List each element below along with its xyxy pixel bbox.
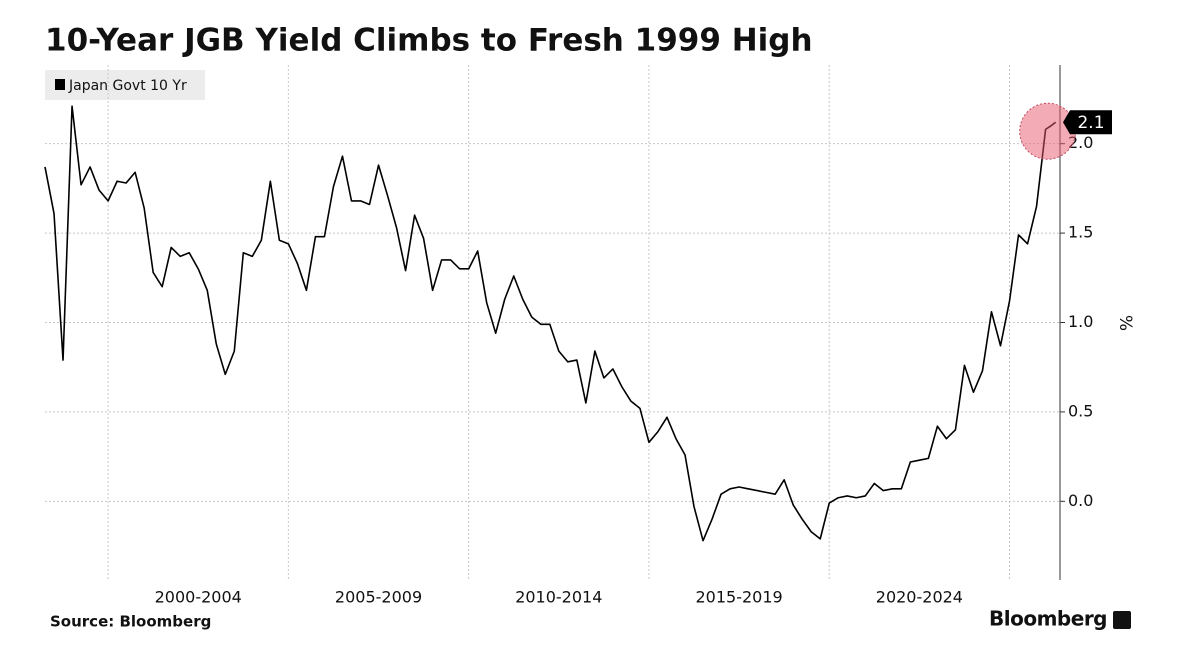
series-line <box>44 105 1057 542</box>
value-label: 2.1 <box>1077 113 1104 133</box>
y-axis-label: % <box>1115 315 1135 331</box>
brand-icon <box>1113 611 1131 629</box>
source: Source: Bloomberg <box>50 613 211 631</box>
x-period-label: 2020-2024 <box>876 588 963 607</box>
y-tick-label: 1.0 <box>1068 312 1093 331</box>
x-period-label: 2000-2004 <box>155 588 242 607</box>
y-tick-label: 0.0 <box>1068 491 1093 510</box>
x-period-label: 2010-2014 <box>515 588 602 607</box>
legend-label: Japan Govt 10 Yr <box>68 78 187 94</box>
brand: Bloomberg <box>989 607 1107 631</box>
x-period-label: 2015-2019 <box>695 588 782 607</box>
legend-swatch <box>55 79 65 90</box>
chart-title: 10-Year JGB Yield Climbs to Fresh 1999 H… <box>45 23 813 59</box>
legend-box <box>45 70 205 100</box>
value-label-box <box>1063 110 1112 135</box>
x-period-label: 2005-2009 <box>335 588 422 607</box>
highlight-circle <box>1019 102 1077 160</box>
y-tick-label: 1.5 <box>1068 223 1093 242</box>
y-tick-label: 0.5 <box>1068 401 1093 420</box>
